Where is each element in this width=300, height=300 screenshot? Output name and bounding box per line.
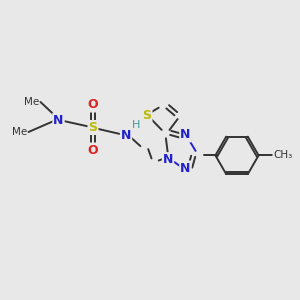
Text: Me: Me [12, 127, 27, 137]
Text: S: S [142, 109, 152, 122]
Text: O: O [88, 143, 98, 157]
Text: Me: Me [24, 97, 39, 107]
Text: H: H [132, 120, 140, 130]
Text: N: N [53, 113, 64, 127]
Text: S: S [88, 121, 98, 134]
Text: N: N [180, 161, 190, 175]
Text: N: N [121, 129, 131, 142]
Text: O: O [88, 98, 98, 112]
Text: N: N [163, 153, 173, 166]
Text: N: N [180, 128, 190, 142]
Text: CH₃: CH₃ [273, 150, 292, 161]
